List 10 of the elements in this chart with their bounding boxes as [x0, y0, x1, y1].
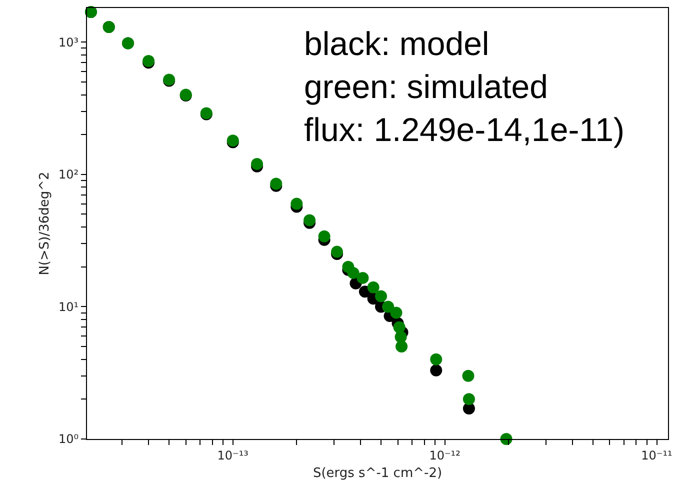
y-tick-label: 10¹	[58, 300, 79, 314]
x-axis-title: S(ergs s^-1 cm^-2)	[312, 466, 442, 481]
y-tick-label: 10⁰	[58, 432, 79, 446]
y-tick-label: 10³	[58, 35, 79, 50]
x-tick-label: 10⁻¹³	[217, 448, 249, 462]
y-axis-title: N(>S)/36deg^2	[37, 172, 52, 276]
y-tick-label: 10²	[58, 168, 79, 182]
annotation: black: model green: simulated flux: 1.249e-14,1e-11)	[304, 25, 624, 148]
x-tick-label: 10⁻¹¹	[641, 448, 673, 462]
x-tick-label: 10⁻¹²	[429, 448, 461, 462]
